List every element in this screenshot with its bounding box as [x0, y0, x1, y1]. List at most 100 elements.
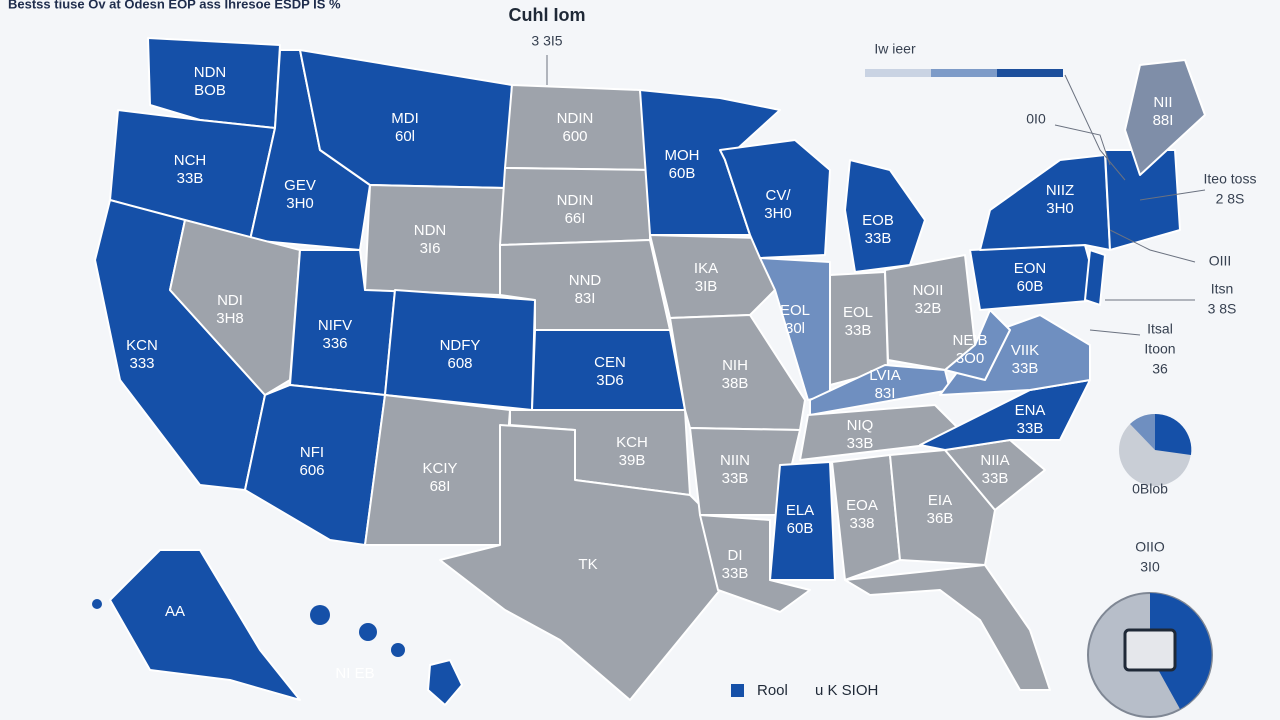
region-label: 3H0 [286, 195, 314, 212]
region [769, 461, 836, 581]
region-label: EOB [862, 212, 894, 229]
legend-bar [865, 69, 1063, 77]
region-label: 83I [875, 385, 896, 402]
region-label: CEN [594, 354, 626, 371]
region-label: DI [728, 547, 743, 564]
region-label: VIIK [1011, 342, 1039, 359]
region [844, 564, 1051, 691]
annotation: OIIO [1135, 539, 1165, 555]
region [979, 154, 1111, 251]
region-label: GEV [284, 177, 316, 194]
region-label: 33B [722, 470, 749, 487]
annotation: 0Blob [1132, 481, 1168, 497]
region-label: 3D6 [596, 372, 624, 389]
region-label: EOA [846, 497, 878, 514]
islet [92, 599, 102, 609]
top-line: Bestss tiuse Ov at Odesn EOP ass Ihresoe… [8, 0, 341, 11]
region-label: 33B [722, 565, 749, 582]
region-label: 60B [1017, 278, 1044, 295]
islet [391, 643, 405, 657]
region-label: NDIN [557, 110, 594, 127]
region-label: IKA [694, 260, 718, 277]
region-label: KCH [616, 434, 648, 451]
region-label: BOB [194, 82, 226, 99]
region-label: 3O0 [956, 350, 984, 367]
region-label: MOH [665, 147, 700, 164]
leader [1054, 124, 1111, 166]
region-label: NIIZ [1046, 182, 1074, 199]
region-label: AA [165, 603, 185, 620]
region-label: NIFV [318, 317, 352, 334]
region-label: LVIA [869, 367, 900, 384]
pie-slice [1130, 413, 1155, 450]
annotation: 36 [1152, 361, 1168, 377]
region-label: NDN [414, 222, 447, 239]
region-label: 60l [395, 128, 415, 145]
region [169, 219, 301, 396]
region-label: NEIB [952, 332, 987, 349]
islet [359, 623, 377, 641]
region [944, 309, 1011, 381]
islet [310, 605, 330, 625]
region-label: 68I [430, 478, 451, 495]
annotation: OIII [1209, 253, 1232, 269]
pie-slice [1150, 593, 1212, 709]
region [1084, 249, 1106, 306]
region-label: NDN [194, 64, 227, 81]
region-label: 88I [1153, 112, 1174, 129]
region-label: NIH [722, 357, 748, 374]
region-label: NND [569, 272, 602, 289]
region-label: 33B [1017, 420, 1044, 437]
region [439, 424, 721, 701]
region-label: 333 [129, 355, 154, 372]
region [649, 234, 776, 319]
region-label: NIIN [720, 452, 750, 469]
region [109, 549, 301, 701]
region-label: 32B [915, 300, 942, 317]
legend-swatch [731, 684, 744, 697]
annotations: 0I0 Iteo toss 2 8S OIII Itsn 3 8S Itsal Itoon 36… [1026, 111, 1256, 575]
region-label: 338 [849, 515, 874, 532]
legend-label: u K SIOH [815, 682, 878, 699]
legend-swatch [931, 69, 997, 77]
region-label: 336 [322, 335, 347, 352]
legend-title: Iw ieer [874, 41, 916, 57]
region [1124, 59, 1206, 176]
region-label: 33B [847, 435, 874, 452]
region-label: 39B [619, 452, 646, 469]
region-label: CV/ [765, 187, 791, 204]
annotation: Iteo toss [1204, 171, 1257, 187]
region-label: KCN [126, 337, 158, 354]
pie-large [1087, 592, 1213, 718]
region-label: NDIN [557, 192, 594, 209]
bottom-legend: Rool u K SIOH [731, 682, 878, 699]
region-label: 33B [1012, 360, 1039, 377]
region [699, 514, 811, 613]
legend-swatch [997, 69, 1063, 77]
pie-slice [1155, 413, 1192, 455]
region-label: EOL [780, 302, 810, 319]
leader [1089, 329, 1141, 336]
region-label: 60B [669, 165, 696, 182]
region-label: 38B [722, 375, 749, 392]
region-label: 3IB [695, 278, 718, 295]
region [809, 364, 951, 416]
region-label: NOII [913, 282, 944, 299]
annotation: 3 8S [1208, 301, 1237, 317]
region-label: 60B [787, 520, 814, 537]
region [719, 139, 831, 259]
region-label: NCH [174, 152, 207, 169]
region-label: 33B [865, 230, 892, 247]
region-label: 33B [845, 322, 872, 339]
region-label: 600 [562, 128, 587, 145]
regions [92, 37, 1206, 706]
pie-icon [1123, 628, 1177, 672]
region-label: NDFY [440, 337, 481, 354]
region-label: ENA [1015, 402, 1046, 419]
annotation: 2 8S [1216, 191, 1245, 207]
region-label: NII [1153, 94, 1172, 111]
region-label: 36B [927, 510, 954, 527]
